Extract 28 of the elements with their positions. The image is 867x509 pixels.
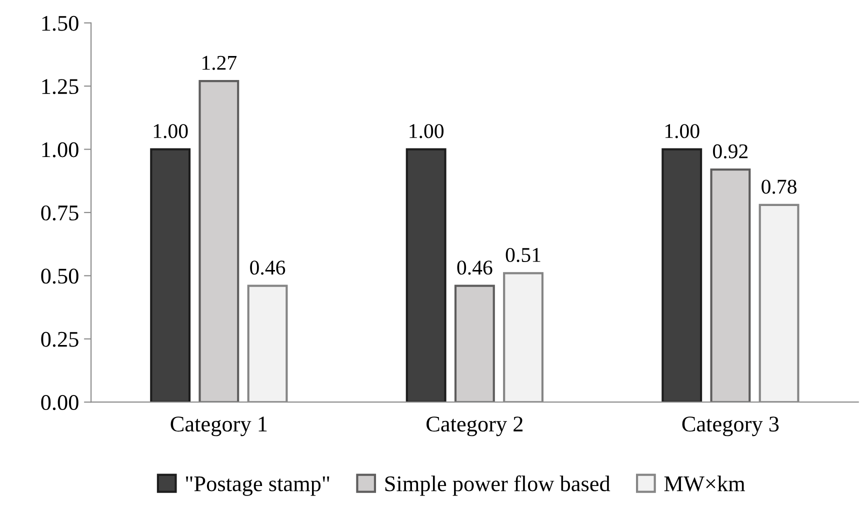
data-label: 0.46	[250, 260, 286, 275]
bar	[710, 168, 751, 402]
data-label: 0.46	[457, 260, 492, 275]
y-tick-label: 0.50	[41, 268, 78, 284]
legend-label: Simple power flow based	[385, 475, 610, 496]
y-tick-label: 0.00	[41, 395, 78, 410]
data-label: 0.51	[506, 248, 540, 262]
legend-label: MW×km	[664, 476, 746, 492]
y-tick-label: 1.00	[42, 142, 78, 158]
x-tick-label: Category 3	[682, 416, 779, 436]
data-label: 0.78	[762, 180, 796, 194]
data-label: 1.00	[154, 124, 188, 138]
x-tick-label: Category 1	[170, 416, 267, 436]
data-label: 1.27	[202, 56, 237, 70]
bar	[406, 148, 446, 402]
y-tick-label: 0.25	[41, 332, 78, 347]
data-label: 1.00	[665, 124, 700, 138]
y-tick-label: 1.25	[42, 79, 78, 94]
bar	[454, 284, 495, 402]
data-label: 1.00	[410, 124, 444, 138]
bar	[662, 148, 702, 402]
data-label: 0.92	[713, 144, 748, 158]
x-tick-label: Category 2	[426, 416, 523, 436]
legend-label: "Postage stamp"	[186, 476, 330, 496]
y-tick-label: 1.50	[42, 16, 78, 31]
y-tick-label: 0.75	[41, 205, 78, 221]
bar	[150, 148, 191, 402]
bar	[198, 80, 240, 402]
